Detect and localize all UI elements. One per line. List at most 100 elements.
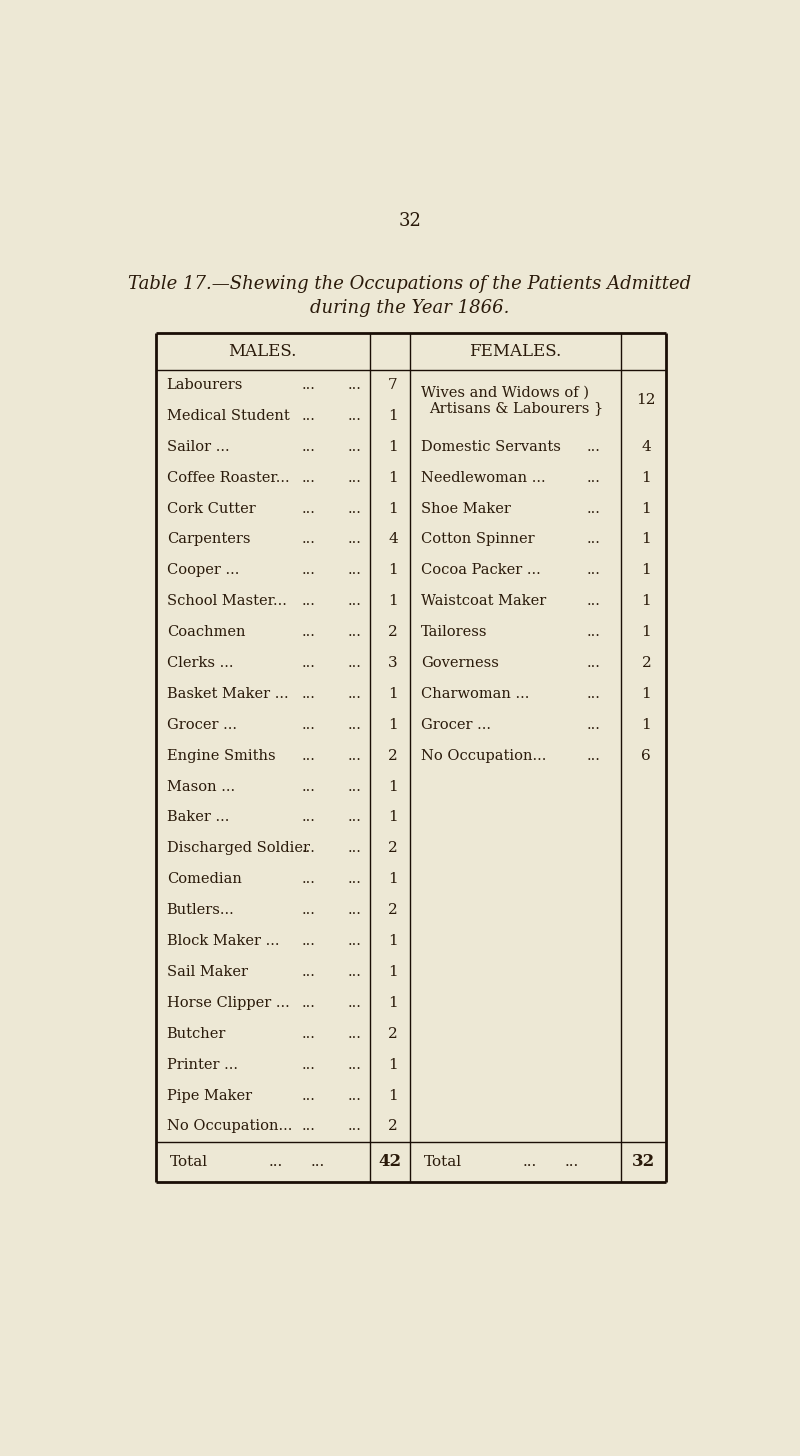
Text: ...: ... xyxy=(302,470,315,485)
Text: Cotton Spinner: Cotton Spinner xyxy=(421,533,534,546)
Text: ...: ... xyxy=(348,470,362,485)
Text: Butcher: Butcher xyxy=(166,1026,226,1041)
Text: 1: 1 xyxy=(388,718,398,732)
Text: ...: ... xyxy=(348,811,362,824)
Text: 2: 2 xyxy=(388,1026,398,1041)
Text: Carpenters: Carpenters xyxy=(166,533,250,546)
Text: Artisans & Labourers }: Artisans & Labourers } xyxy=(429,402,603,415)
Text: ...: ... xyxy=(348,440,362,454)
Text: Grocer ...: Grocer ... xyxy=(166,718,237,732)
Text: 1: 1 xyxy=(388,996,398,1010)
Text: No Occupation...: No Occupation... xyxy=(421,748,546,763)
Text: Clerks ...: Clerks ... xyxy=(166,657,233,670)
Text: Sail Maker: Sail Maker xyxy=(166,965,248,978)
Text: ...: ... xyxy=(348,965,362,978)
Text: 3: 3 xyxy=(388,657,398,670)
Text: ...: ... xyxy=(586,625,601,639)
Text: ...: ... xyxy=(586,563,601,578)
Text: 1: 1 xyxy=(642,563,651,578)
Text: Horse Clipper ...: Horse Clipper ... xyxy=(166,996,290,1010)
Text: ...: ... xyxy=(348,657,362,670)
Text: 1: 1 xyxy=(642,594,651,609)
Text: Basket Maker ...: Basket Maker ... xyxy=(166,687,288,700)
Text: 6: 6 xyxy=(642,748,651,763)
Text: ...: ... xyxy=(302,718,315,732)
Text: Engine Smiths: Engine Smiths xyxy=(166,748,275,763)
Text: ...: ... xyxy=(302,687,315,700)
Text: ...: ... xyxy=(302,935,315,948)
Text: Cooper ...: Cooper ... xyxy=(166,563,239,578)
Text: Butlers...: Butlers... xyxy=(166,903,234,917)
Text: ...: ... xyxy=(348,718,362,732)
Text: ...: ... xyxy=(302,563,315,578)
Text: ...: ... xyxy=(310,1155,325,1169)
Text: 1: 1 xyxy=(642,625,651,639)
Text: Comedian: Comedian xyxy=(166,872,242,887)
Text: ...: ... xyxy=(302,1089,315,1102)
Text: ...: ... xyxy=(348,625,362,639)
Text: 2: 2 xyxy=(388,748,398,763)
Text: 4: 4 xyxy=(388,533,398,546)
Text: ...: ... xyxy=(586,533,601,546)
Text: Total: Total xyxy=(170,1155,208,1169)
Text: Needlewoman ...: Needlewoman ... xyxy=(421,470,546,485)
Text: 2: 2 xyxy=(388,842,398,855)
Text: 12: 12 xyxy=(637,393,656,408)
Text: FEMALES.: FEMALES. xyxy=(470,342,562,360)
Text: Domestic Servants: Domestic Servants xyxy=(421,440,561,454)
Text: ...: ... xyxy=(302,409,315,422)
Text: ...: ... xyxy=(348,1057,362,1072)
Text: ...: ... xyxy=(302,842,315,855)
Text: MALES.: MALES. xyxy=(229,342,297,360)
Text: ...: ... xyxy=(348,779,362,794)
Text: Wives and Widows of ): Wives and Widows of ) xyxy=(421,386,589,399)
Text: Discharged Soldier: Discharged Soldier xyxy=(166,842,310,855)
Text: 1: 1 xyxy=(642,470,651,485)
Text: Baker ...: Baker ... xyxy=(166,811,229,824)
Text: 1: 1 xyxy=(388,1057,398,1072)
Text: ...: ... xyxy=(302,872,315,887)
Text: 2: 2 xyxy=(388,625,398,639)
Text: 1: 1 xyxy=(642,718,651,732)
Text: ...: ... xyxy=(348,687,362,700)
Text: ...: ... xyxy=(348,501,362,515)
Text: ...: ... xyxy=(348,935,362,948)
Text: Coachmen: Coachmen xyxy=(166,625,245,639)
Text: 1: 1 xyxy=(388,811,398,824)
Text: ...: ... xyxy=(302,379,315,392)
Text: ...: ... xyxy=(348,872,362,887)
Text: Governess: Governess xyxy=(421,657,498,670)
Text: ...: ... xyxy=(586,440,601,454)
Text: ...: ... xyxy=(348,1026,362,1041)
Text: 1: 1 xyxy=(388,779,398,794)
Text: ...: ... xyxy=(586,687,601,700)
Text: 7: 7 xyxy=(388,379,398,392)
Text: ...: ... xyxy=(586,594,601,609)
Text: 1: 1 xyxy=(388,440,398,454)
Text: 32: 32 xyxy=(632,1153,655,1171)
Text: 1: 1 xyxy=(388,965,398,978)
Text: ...: ... xyxy=(348,379,362,392)
Text: Labourers: Labourers xyxy=(166,379,243,392)
Text: Printer ...: Printer ... xyxy=(166,1057,238,1072)
Text: ...: ... xyxy=(302,533,315,546)
Text: 1: 1 xyxy=(388,470,398,485)
Text: ...: ... xyxy=(586,501,601,515)
Text: ...: ... xyxy=(302,996,315,1010)
Text: Sailor ...: Sailor ... xyxy=(166,440,230,454)
Text: ...: ... xyxy=(586,718,601,732)
Text: 1: 1 xyxy=(388,687,398,700)
Text: 1: 1 xyxy=(388,409,398,422)
Text: ...: ... xyxy=(348,842,362,855)
Text: ...: ... xyxy=(348,1089,362,1102)
Text: Coffee Roaster...: Coffee Roaster... xyxy=(166,470,290,485)
Text: ...: ... xyxy=(348,563,362,578)
Text: Tailoress: Tailoress xyxy=(421,625,487,639)
Text: ...: ... xyxy=(348,533,362,546)
Text: 1: 1 xyxy=(642,501,651,515)
Text: ...: ... xyxy=(302,965,315,978)
Text: ...: ... xyxy=(302,779,315,794)
Text: ...: ... xyxy=(522,1155,537,1169)
Text: Block Maker ...: Block Maker ... xyxy=(166,935,279,948)
Text: ...: ... xyxy=(302,1057,315,1072)
